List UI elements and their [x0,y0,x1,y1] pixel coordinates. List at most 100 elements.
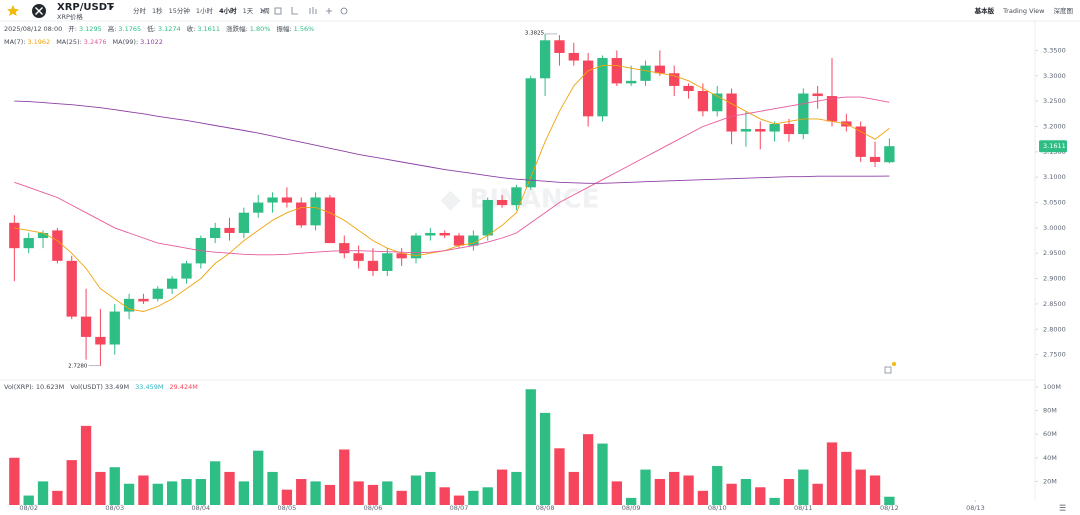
ma-legend: MA(7): 3.1962 MA(25): 3.2476 MA(99): 3.1022 [4,38,163,46]
interval-option[interactable]: 1天 [243,7,254,15]
ma-legend-name: MA(7): [4,38,25,46]
ma-legend-value: 3.1962 [27,38,50,46]
y-tick-label: 2.7500 [1043,351,1066,359]
volume-bar [238,481,250,505]
candle-body [37,232,49,239]
volume-bar [52,490,63,505]
favorite-star[interactable] [7,5,19,16]
candle-body [453,235,465,246]
settings-icon[interactable] [884,366,892,374]
volume-bar [296,479,307,505]
candle-body [396,253,407,259]
interval-option[interactable]: 分时 [133,6,147,15]
ma-line [14,96,890,256]
volume-bar [597,443,608,505]
y-tick-label: 2.8000 [1043,325,1066,333]
volume-bar [812,483,823,505]
volume-bar [626,497,637,505]
volume-bar [855,469,866,505]
volume-bar [697,490,709,505]
candle-body [482,200,493,236]
ma-line [14,100,890,184]
ma-line [14,65,890,312]
volume-bar [439,487,450,505]
volume-bar [410,475,422,505]
view-option[interactable]: 基本版 [974,6,995,15]
pair-subtitle: XRP价格 [57,12,83,21]
x-tick-label: 08/12 [880,504,899,512]
interval-option[interactable]: 1小时 [196,6,214,15]
vol-legend-value: 33.459M [135,383,163,391]
candle-body [826,96,838,122]
volume-bar [798,469,809,505]
interval-option[interactable]: 4小时 [219,6,237,15]
y-tick-label: 2.9500 [1043,249,1066,257]
candle-body [138,298,149,302]
view-option[interactable]: 深度图 [1054,6,1074,15]
candle-body [740,129,752,132]
y-tick-label: 3.3500 [1043,46,1066,54]
vol-y-tick-label: 40M [1043,454,1057,462]
candle-body [582,60,594,117]
volume-bar [425,471,436,505]
axis-settings[interactable]: ☰ [1059,504,1066,513]
candle-body [654,65,666,74]
candle-body [798,93,809,135]
volume-bar [324,484,336,505]
volume-bar [396,490,407,505]
volume-bar [468,490,479,505]
vol-legend-value: 29.424M [169,383,197,391]
candle-body [640,65,651,81]
candle-body [683,85,694,91]
candle-body [166,278,178,289]
candle-body [611,58,622,84]
volume-bar [640,469,651,505]
y-tick-label: 2.9000 [1043,275,1066,283]
x-tick-label: 08/08 [536,504,555,512]
volume-bar [23,495,34,505]
volume-bar [367,484,379,505]
candle-body [525,78,536,188]
volume-bar [66,460,77,505]
candle-body [23,238,34,249]
x-tick-label: 08/02 [19,504,38,512]
info-label: 高: [108,24,117,33]
volume-bar [683,475,694,505]
x-tick-label: 08/11 [794,504,813,512]
candle-body [367,260,379,271]
volume-bar [654,479,666,505]
volume-bar [755,487,766,505]
volume-bar [281,489,293,505]
pair-dropdown[interactable] [109,6,114,9]
view-option[interactable]: Trading View [1002,7,1045,15]
interval-option[interactable]: 1秒 [152,6,163,15]
info-label: 收: [187,24,196,33]
x-tick-label: 08/07 [450,504,469,512]
ma-legend-value: 3.1022 [140,38,163,46]
y-tick-label: 3.3000 [1043,72,1066,80]
y-tick-label: 3.2500 [1043,97,1066,105]
info-value: 3.1611 [197,25,220,33]
candle-body [123,298,135,312]
volume-bar [339,449,350,505]
ma-legend-value: 3.2476 [84,38,107,46]
interval-option[interactable]: 15分钟 [169,6,191,15]
view-switch: 深度图 Trading View 基本版 [974,6,1073,15]
volume-legend: Vol(XRP): 10.623M Vol(USDT) 33.49M 33.459M 29… [4,383,198,391]
candle-body [539,40,551,79]
volume-bar [95,471,106,505]
candle-body [382,253,393,271]
candle-body [253,202,264,213]
volume-bar [482,487,493,505]
pair-title[interactable]: XRP/USDT [57,2,114,13]
candle-body [52,230,63,261]
x-tick-label: 08/04 [191,504,210,512]
candle-body [339,243,350,254]
last-price-tag [1039,140,1067,153]
candle-body [697,90,709,112]
vol-legend-name: Vol(USDT) [70,383,103,391]
candle-body [855,126,866,157]
volume-bar [841,451,852,505]
candle-body [468,235,479,246]
candle-body [95,336,106,345]
